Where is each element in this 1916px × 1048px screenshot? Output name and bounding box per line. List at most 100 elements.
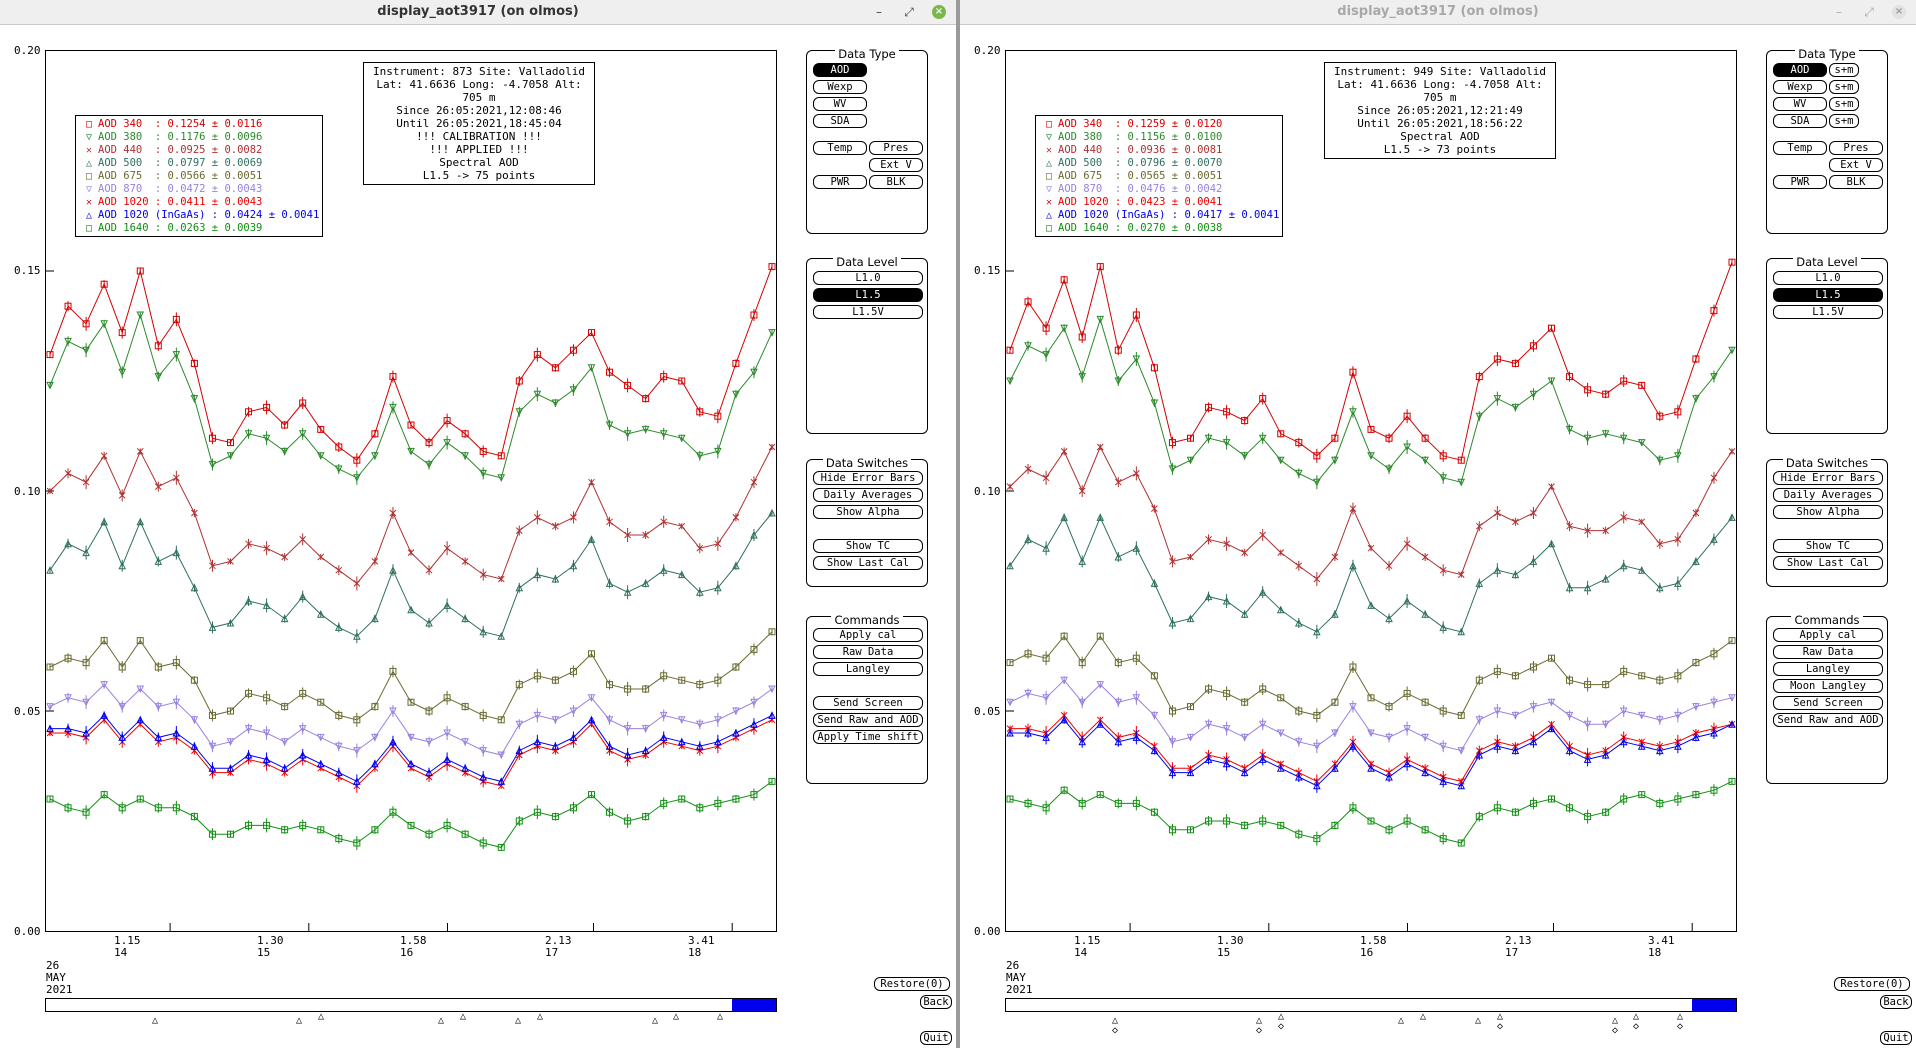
data-point (1547, 539, 1556, 548)
close-icon[interactable]: × (1892, 5, 1906, 19)
temp-button[interactable]: Temp (1773, 141, 1827, 155)
data-point (1223, 408, 1231, 416)
minimize-icon[interactable]: – (1836, 5, 1842, 19)
pwr-button[interactable]: PWR (813, 175, 867, 189)
scrollbar-thumb[interactable] (732, 999, 776, 1011)
pwr-button[interactable]: PWR (1773, 175, 1827, 189)
data-point (1096, 632, 1104, 640)
ext-v-button[interactable]: Ext V (1829, 158, 1883, 172)
langley-button[interactable]: Langley (1773, 662, 1883, 676)
sda-button[interactable]: SDA (1773, 114, 1827, 128)
data-point (1187, 553, 1194, 561)
apply-cal-button[interactable]: Apply cal (813, 628, 923, 642)
data-point (1710, 786, 1718, 794)
blk-button[interactable]: BLK (869, 175, 923, 189)
show-last-cal-button[interactable]: Show Last Cal (813, 556, 923, 570)
time-scrollbar[interactable] (1005, 998, 1737, 1012)
data-point (1114, 659, 1122, 667)
data-point (1566, 804, 1574, 812)
l1-5-button[interactable]: L1.5 (1773, 288, 1883, 302)
apply-time-shift-button[interactable]: Apply Time shift (813, 730, 923, 744)
sda-sm-button[interactable]: s+m (1829, 114, 1859, 128)
daily-averages-button[interactable]: Daily Averages (1773, 488, 1883, 502)
data-point (118, 561, 127, 570)
aod-plot[interactable] (45, 50, 777, 932)
data-point (461, 452, 469, 460)
aod-button[interactable]: AOD (813, 63, 867, 77)
data-point (1439, 623, 1448, 631)
data-point (1620, 795, 1628, 803)
data-point (389, 737, 397, 746)
data-point (551, 364, 559, 372)
quit-button[interactable]: Quit (920, 1031, 952, 1045)
restore-button[interactable]: Restore(0) (874, 977, 950, 991)
l1-5v-button[interactable]: L1.5V (813, 305, 923, 319)
data-point (1511, 808, 1519, 816)
data-point (100, 711, 108, 719)
daily-averages-button[interactable]: Daily Averages (813, 488, 923, 502)
data-point (533, 570, 542, 579)
data-point (569, 804, 577, 812)
send-screen-button[interactable]: Send Screen (1773, 696, 1883, 710)
send-raw-and-aod-button[interactable]: Send Raw and AOD (1773, 713, 1883, 727)
close-icon[interactable]: × (932, 5, 946, 19)
wv-sm-button[interactable]: s+m (1829, 97, 1859, 111)
wexp-button[interactable]: Wexp (1773, 80, 1827, 94)
data-point (64, 539, 72, 548)
data-point (118, 329, 126, 337)
l1-5-button[interactable]: L1.5 (813, 288, 923, 302)
l1-0-button[interactable]: L1.0 (813, 271, 923, 285)
data-point (479, 447, 487, 455)
x-tick-label: 1.58 16 (1360, 934, 1387, 959)
left-window: display_aot3917 (on olmos) – ⤢ × 0.20 0.… (0, 0, 956, 1048)
data-point (136, 685, 145, 694)
data-point (1565, 746, 1574, 755)
l1-5v-button[interactable]: L1.5V (1773, 305, 1883, 319)
data-point (1114, 552, 1123, 561)
aod-sm-button[interactable]: s+m (1829, 63, 1859, 77)
show-alpha-button[interactable]: Show Alpha (1773, 505, 1883, 519)
wv-button[interactable]: WV (1773, 97, 1827, 111)
back-button[interactable]: Back (1880, 995, 1912, 1009)
langley-button[interactable]: Langley (813, 662, 923, 676)
show-tc-button[interactable]: Show TC (1773, 539, 1883, 553)
blk-button[interactable]: BLK (1829, 175, 1883, 189)
pres-button[interactable]: Pres (1829, 141, 1883, 155)
data-point (515, 720, 524, 729)
maximize-icon[interactable]: ⤢ (1864, 5, 1874, 19)
restore-button[interactable]: Restore(0) (1834, 977, 1910, 991)
wv-button[interactable]: WV (813, 97, 867, 111)
data-point (1547, 377, 1556, 386)
aod-button[interactable]: AOD (1773, 63, 1827, 77)
raw-data-button[interactable]: Raw Data (813, 645, 923, 659)
back-button[interactable]: Back (920, 995, 952, 1009)
show-tc-button[interactable]: Show TC (813, 539, 923, 553)
show-last-cal-button[interactable]: Show Last Cal (1773, 556, 1883, 570)
data-point (389, 667, 397, 675)
sda-button[interactable]: SDA (813, 114, 867, 128)
raw-data-button[interactable]: Raw Data (1773, 645, 1883, 659)
time-scrollbar[interactable] (45, 998, 777, 1012)
pres-button[interactable]: Pres (869, 141, 923, 155)
show-alpha-button[interactable]: Show Alpha (813, 505, 923, 519)
maximize-icon[interactable]: ⤢ (904, 5, 914, 19)
scrollbar-thumb[interactable] (1692, 999, 1736, 1011)
send-screen-button[interactable]: Send Screen (813, 696, 923, 710)
send-raw-and-aod-button[interactable]: Send Raw and AOD (813, 713, 923, 727)
temp-button[interactable]: Temp (813, 141, 867, 155)
panel-title: Commands (1791, 613, 1863, 627)
data-point (623, 588, 632, 596)
apply-cal-button[interactable]: Apply cal (1773, 628, 1883, 642)
moon-langley-button[interactable]: Moon Langley (1773, 679, 1883, 693)
hide-error-bars-button[interactable]: Hide Error Bars (813, 471, 923, 485)
wexp-button[interactable]: Wexp (813, 80, 867, 94)
ext-v-button[interactable]: Ext V (869, 158, 923, 172)
aod-plot[interactable] (1005, 50, 1737, 932)
data-point (1006, 561, 1014, 570)
wexp-sm-button[interactable]: s+m (1829, 80, 1859, 94)
quit-button[interactable]: Quit (1880, 1031, 1912, 1045)
hide-error-bars-button[interactable]: Hide Error Bars (1773, 471, 1883, 485)
l1-0-button[interactable]: L1.0 (1773, 271, 1883, 285)
minimize-icon[interactable]: – (876, 5, 882, 19)
data-point (1187, 434, 1194, 442)
